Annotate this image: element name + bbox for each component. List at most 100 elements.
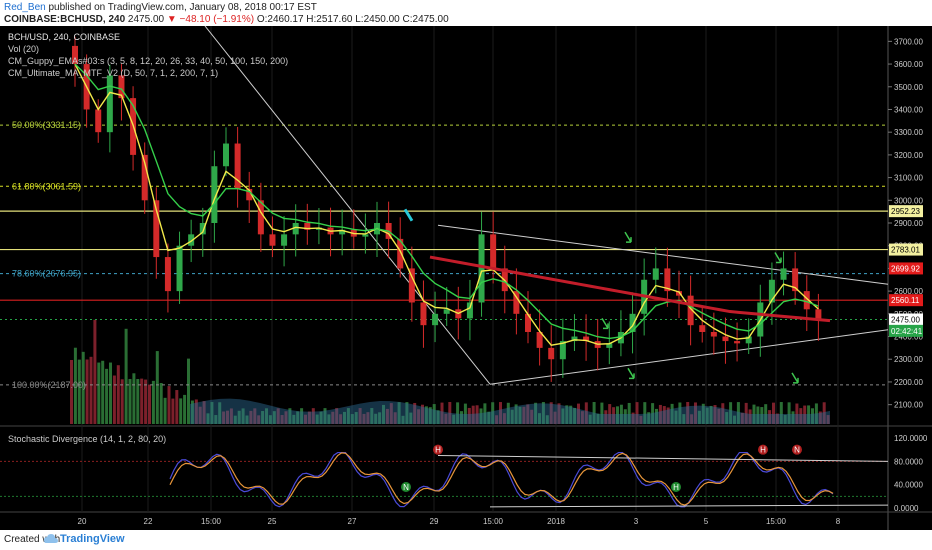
time-tick-label: 25 — [268, 517, 277, 526]
candle-body — [583, 336, 590, 342]
volume-bar — [335, 408, 339, 424]
volume-bar — [608, 404, 612, 424]
volume-bar — [331, 411, 335, 424]
stoch-marker-label: N — [794, 446, 800, 455]
volume-bar — [526, 404, 530, 424]
volume-bar — [77, 359, 81, 424]
volume-bar — [553, 411, 557, 424]
volume-bar — [807, 405, 811, 424]
volume-bar — [424, 406, 428, 424]
volume-bar — [639, 415, 643, 424]
stoch-k-line — [169, 451, 834, 508]
volume-bar — [744, 402, 748, 424]
volume-bar — [530, 409, 534, 424]
volume-bar — [694, 402, 697, 424]
volume-bar — [319, 411, 323, 424]
volume-bar — [300, 408, 304, 424]
volume-bar — [448, 402, 452, 424]
volume-bar — [811, 408, 814, 424]
volume-bar — [487, 411, 491, 424]
volume-bar — [822, 402, 826, 424]
candle-body — [699, 325, 706, 332]
volume-bar — [580, 411, 584, 424]
volume-bar — [190, 400, 194, 424]
volume-bar — [222, 411, 226, 424]
candle-body — [257, 200, 264, 235]
candle-body — [176, 245, 183, 292]
signal-arrow-icon — [791, 372, 799, 384]
volume-bar — [163, 397, 167, 424]
ultimate-ma-line — [429, 255, 831, 323]
candle-body — [211, 166, 218, 223]
candle-body — [397, 238, 404, 269]
stoch-marker-label: H — [760, 446, 766, 455]
volume-bar — [132, 373, 136, 424]
price-tag — [889, 262, 923, 275]
candle-body — [792, 268, 799, 292]
volume-bar — [791, 411, 795, 424]
volume-bar — [666, 407, 670, 424]
volume-bar — [249, 410, 253, 424]
stoch-lower-divergence-line — [489, 504, 889, 508]
time-tick-label: 2018 — [547, 517, 565, 526]
volume-bar — [214, 415, 218, 424]
cyan-marker — [403, 208, 414, 222]
candle-body — [780, 268, 787, 280]
candle-body — [745, 336, 752, 344]
volume-bar — [456, 402, 460, 424]
volume-bar — [651, 403, 655, 424]
candle-body — [513, 291, 520, 314]
volume-bar — [265, 408, 268, 424]
volume-bar — [124, 328, 128, 424]
price-tag-label: 2699.92 — [891, 264, 920, 273]
stoch-marker-label: N — [403, 483, 409, 492]
volume-bar — [725, 412, 729, 424]
publish-header: Red_Ben published on TradingView.com, Ja… — [0, 0, 932, 26]
price-chart[interactable]: 3700.003600.003500.003400.003300.003200.… — [0, 26, 932, 530]
volume-bar — [627, 402, 631, 424]
author-link[interactable]: Red_Ben — [4, 2, 46, 13]
candle-body — [188, 234, 195, 246]
volume-bar — [561, 408, 565, 424]
volume-bar — [569, 405, 573, 424]
volume-bar — [752, 404, 756, 424]
candle-body — [292, 223, 299, 235]
volume-bar — [538, 413, 541, 424]
candle-body — [559, 341, 566, 360]
volume-bar — [268, 415, 272, 424]
candle-body — [223, 143, 229, 167]
volume-bar — [717, 408, 721, 424]
chart-container[interactable]: 3700.00 3600.00 3500.00 3400.00 3300.00 3200.… — [0, 26, 932, 530]
volume-bar — [93, 319, 97, 424]
legend-title: BCH/USD, 240, COINBASE — [8, 32, 120, 42]
tradingview-brand[interactable]: TradingView — [60, 533, 125, 545]
volume-bar — [327, 414, 331, 424]
volume-bar — [444, 413, 448, 424]
volume-bar — [733, 415, 736, 424]
volume-bar — [385, 408, 389, 424]
candle-body — [269, 234, 276, 246]
volume-bar — [159, 383, 163, 424]
volume-bar — [623, 409, 627, 424]
volume-bar — [658, 404, 662, 424]
volume-bar — [432, 404, 436, 424]
volume-bar — [596, 413, 600, 424]
stoch-d-line — [169, 452, 834, 506]
volume-bar — [522, 406, 526, 424]
volume-bar — [534, 402, 538, 424]
fib-level-label: 78.60%(2676.95) — [12, 269, 81, 279]
candle-body — [490, 234, 497, 269]
candle-body — [304, 223, 311, 230]
volume-bar — [690, 414, 694, 424]
volume-bar — [518, 406, 522, 424]
volume-bar — [350, 414, 354, 424]
volume-bar — [499, 402, 502, 424]
ohlc-values: O:2460.17 H:2517.60 L:2450.00 C:2475.00 — [256, 14, 449, 25]
volume-bar — [116, 365, 120, 424]
volume-bar — [584, 402, 588, 424]
price-tick-label: 3700.00 — [894, 37, 923, 46]
price-tag — [889, 243, 923, 256]
volume-bar — [756, 406, 760, 424]
volume-bar — [171, 398, 175, 424]
volume-bar — [202, 401, 206, 424]
